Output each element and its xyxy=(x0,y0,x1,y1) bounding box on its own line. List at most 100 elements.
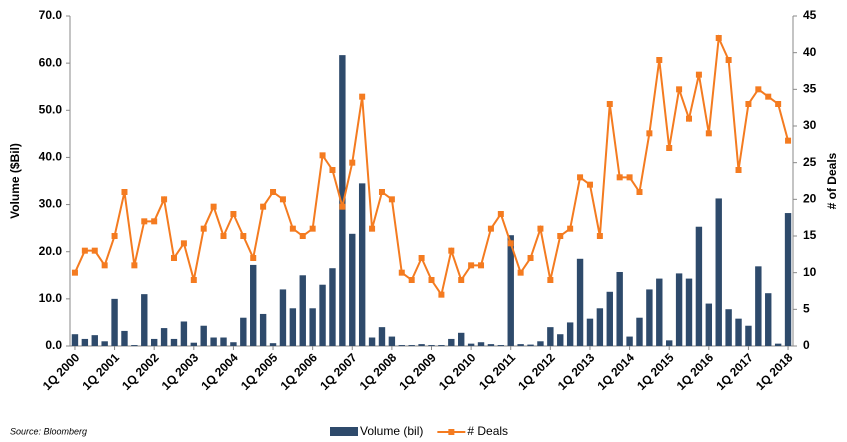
marker xyxy=(141,218,148,225)
marker xyxy=(715,35,722,41)
marker xyxy=(91,247,98,254)
x-tick-label: 1Q 2016 xyxy=(674,350,717,393)
y2-tick-label: 5 xyxy=(803,302,810,316)
marker xyxy=(695,71,702,78)
bar xyxy=(517,344,524,346)
bar xyxy=(289,308,297,346)
bar xyxy=(299,275,306,346)
marker xyxy=(190,277,197,283)
x-tick-label: 1Q 2003 xyxy=(159,350,202,393)
bar xyxy=(160,328,168,346)
bar xyxy=(685,278,693,346)
marker xyxy=(270,189,277,195)
bar xyxy=(111,298,118,346)
marker xyxy=(279,196,286,203)
bar xyxy=(586,318,594,346)
bar xyxy=(131,345,138,346)
bar xyxy=(765,293,772,346)
x-tick-label: 1Q 2007 xyxy=(317,350,360,393)
bar xyxy=(190,342,198,346)
y-tick-label: 40.0 xyxy=(39,150,63,164)
bar xyxy=(695,226,703,346)
marker xyxy=(705,130,712,137)
marker xyxy=(636,189,643,195)
x-tick-label: 1Q 2008 xyxy=(357,350,400,393)
marker xyxy=(428,277,435,283)
bar xyxy=(458,332,465,346)
marker xyxy=(101,262,108,269)
marker xyxy=(71,269,78,276)
bar xyxy=(141,294,148,346)
marker xyxy=(309,225,316,232)
x-tick-label: 1Q 2000 xyxy=(40,350,83,393)
marker xyxy=(299,233,306,239)
marker xyxy=(577,174,584,181)
bar xyxy=(358,183,366,346)
marker xyxy=(785,137,792,144)
y-tick-label: 70.0 xyxy=(39,8,63,22)
marker xyxy=(349,159,356,166)
marker xyxy=(676,86,683,93)
bar xyxy=(418,344,425,346)
x-tick-label: 1Q 2004 xyxy=(198,350,241,393)
x-tick-label: 1Q 2006 xyxy=(278,350,321,393)
bar xyxy=(150,338,158,346)
bar xyxy=(349,233,356,346)
bar xyxy=(745,325,752,346)
marker xyxy=(359,93,366,100)
bar xyxy=(527,344,534,346)
marker xyxy=(547,277,554,283)
y-tick-label: 20.0 xyxy=(39,244,63,258)
bar xyxy=(408,345,415,346)
x-tick-label: 1Q 2013 xyxy=(555,350,598,393)
x-tick-label: 1Q 2010 xyxy=(436,350,479,393)
marker xyxy=(289,225,296,232)
bar xyxy=(319,284,326,346)
marker xyxy=(448,247,455,254)
bar xyxy=(378,327,386,346)
marker xyxy=(458,277,465,283)
marker xyxy=(507,240,514,247)
marker xyxy=(408,277,415,283)
x-tick-label: 1Q 2014 xyxy=(594,350,637,393)
bar xyxy=(170,338,178,346)
y-tick-label: 10.0 xyxy=(39,291,63,305)
bar xyxy=(220,337,227,346)
bar xyxy=(606,291,613,346)
marker xyxy=(487,225,494,232)
marker xyxy=(161,196,168,203)
y-tick-label: 50.0 xyxy=(39,102,63,116)
bar xyxy=(735,318,742,346)
bar xyxy=(71,334,79,346)
marker xyxy=(398,269,405,276)
marker xyxy=(765,93,772,100)
marker xyxy=(468,262,475,269)
marker xyxy=(210,203,217,210)
marker xyxy=(260,203,267,210)
marker xyxy=(151,218,158,225)
marker xyxy=(666,145,673,151)
marker xyxy=(646,130,653,137)
marker xyxy=(745,101,752,107)
marker xyxy=(656,57,663,63)
marker xyxy=(220,233,227,239)
bar xyxy=(398,345,405,346)
marker xyxy=(527,255,534,261)
x-tick-label: 1Q 2012 xyxy=(515,350,558,393)
y2-tick-label: 10 xyxy=(803,265,817,279)
bar xyxy=(547,327,554,346)
marker xyxy=(388,196,395,203)
bar xyxy=(675,273,683,346)
marker xyxy=(339,203,346,210)
bar xyxy=(269,343,277,346)
legend-label: Volume (bil) xyxy=(360,424,423,438)
bar xyxy=(715,198,722,346)
x-tick-label: 1Q 2018 xyxy=(753,350,796,393)
marker xyxy=(319,152,326,159)
bar xyxy=(438,345,445,346)
marker xyxy=(478,262,485,269)
marker xyxy=(200,225,207,232)
bar xyxy=(81,338,89,346)
marker xyxy=(230,211,237,217)
